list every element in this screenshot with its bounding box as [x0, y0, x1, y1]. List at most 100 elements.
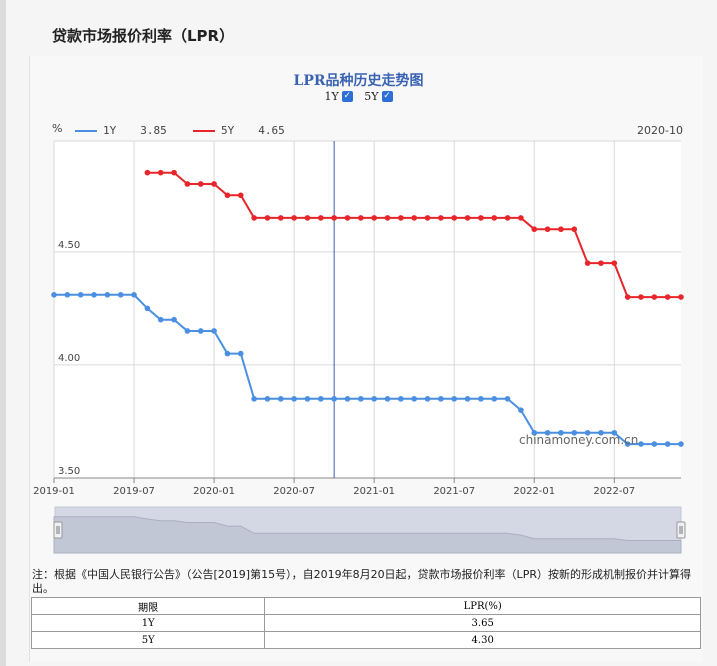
data-point-1y[interactable]	[331, 396, 337, 402]
data-point-5y[interactable]	[331, 215, 337, 221]
legend-item-1y[interactable]: 1Y 3.85	[75, 124, 167, 137]
data-point-1y[interactable]	[411, 396, 417, 402]
data-point-1y[interactable]	[171, 316, 177, 323]
data-point-1y[interactable]	[237, 350, 244, 357]
data-point-1y[interactable]	[224, 350, 231, 357]
data-point-1y[interactable]	[451, 396, 458, 402]
data-point-1y[interactable]	[197, 328, 204, 334]
data-point-1y[interactable]	[358, 396, 364, 402]
data-point-1y[interactable]	[624, 441, 631, 447]
data-point-1y[interactable]	[144, 305, 151, 312]
data-point-5y[interactable]	[611, 260, 618, 266]
data-point-5y[interactable]	[171, 169, 177, 176]
data-point-5y[interactable]	[451, 215, 458, 221]
data-point-5y[interactable]	[664, 294, 671, 300]
data-point-5y[interactable]	[157, 169, 164, 176]
data-point-1y[interactable]	[398, 396, 404, 402]
data-point-1y[interactable]	[491, 396, 498, 402]
data-point-5y[interactable]	[344, 215, 351, 221]
data-point-1y[interactable]	[504, 396, 511, 402]
data-point-5y[interactable]	[237, 192, 244, 199]
navigator-handle-right[interactable]	[676, 521, 686, 539]
data-point-1y[interactable]	[104, 291, 111, 298]
data-point-1y[interactable]	[64, 291, 71, 298]
data-point-1y[interactable]	[611, 429, 618, 436]
data-point-5y[interactable]	[598, 260, 604, 266]
data-point-1y[interactable]	[264, 396, 271, 402]
data-point-5y[interactable]	[651, 294, 658, 300]
data-point-1y[interactable]	[478, 396, 484, 402]
data-point-5y[interactable]	[464, 215, 471, 221]
data-point-1y[interactable]	[438, 396, 444, 402]
data-point-1y[interactable]	[571, 429, 578, 436]
data-point-5y[interactable]	[318, 215, 324, 221]
data-point-1y[interactable]	[51, 291, 57, 298]
data-point-5y[interactable]	[211, 181, 217, 187]
data-point-1y[interactable]	[157, 316, 164, 323]
data-point-5y[interactable]	[478, 215, 484, 221]
data-point-1y[interactable]	[304, 396, 311, 402]
data-point-5y[interactable]	[678, 294, 684, 300]
data-point-5y[interactable]	[491, 215, 498, 221]
data-point-5y[interactable]	[424, 215, 431, 221]
navigator-handle-left[interactable]	[53, 521, 63, 539]
data-point-1y[interactable]	[77, 291, 84, 298]
toggle-5y-label: 5Y	[364, 90, 379, 103]
data-point-1y[interactable]	[424, 396, 431, 402]
data-point-5y[interactable]	[224, 192, 231, 199]
data-point-1y[interactable]	[318, 396, 324, 402]
data-point-1y[interactable]	[384, 396, 391, 402]
data-point-5y[interactable]	[304, 215, 311, 221]
data-point-1y[interactable]	[558, 429, 564, 436]
data-point-5y[interactable]	[544, 226, 551, 233]
data-point-1y[interactable]	[91, 291, 97, 298]
data-point-5y[interactable]	[144, 169, 151, 176]
data-point-1y[interactable]	[251, 396, 257, 402]
data-point-5y[interactable]	[504, 215, 511, 221]
data-point-1y[interactable]	[117, 291, 124, 298]
data-point-1y[interactable]	[638, 441, 644, 447]
data-point-1y[interactable]	[664, 441, 671, 447]
data-point-5y[interactable]	[638, 294, 644, 300]
data-point-1y[interactable]	[344, 396, 351, 402]
data-point-5y[interactable]	[197, 181, 204, 187]
data-point-5y[interactable]	[277, 215, 284, 221]
data-point-5y[interactable]	[584, 260, 591, 266]
data-point-1y[interactable]	[544, 429, 551, 436]
data-point-1y[interactable]	[584, 429, 591, 436]
data-point-1y[interactable]	[464, 396, 471, 402]
checkbox-1y-icon[interactable]: ✓	[341, 91, 353, 102]
data-point-5y[interactable]	[264, 215, 271, 221]
data-point-5y[interactable]	[251, 215, 257, 221]
checkbox-5y-icon[interactable]: ✓	[381, 91, 393, 102]
toggle-5y[interactable]: 5Y ✓	[364, 90, 393, 103]
data-point-5y[interactable]	[438, 215, 444, 221]
data-point-1y[interactable]	[371, 396, 377, 402]
toggle-1y[interactable]: 1Y ✓	[324, 90, 353, 103]
data-point-1y[interactable]	[678, 441, 684, 447]
data-point-5y[interactable]	[531, 226, 538, 233]
data-point-5y[interactable]	[411, 215, 417, 221]
data-point-5y[interactable]	[518, 215, 524, 221]
data-point-1y[interactable]	[291, 396, 297, 402]
data-point-5y[interactable]	[624, 294, 631, 300]
legend-item-5y[interactable]: 5Y 4.65	[193, 124, 285, 137]
data-point-5y[interactable]	[571, 226, 578, 233]
data-point-1y[interactable]	[277, 396, 284, 402]
data-point-1y[interactable]	[131, 291, 137, 298]
data-point-5y[interactable]	[291, 215, 297, 221]
data-point-1y[interactable]	[598, 429, 604, 436]
data-point-5y[interactable]	[398, 215, 404, 221]
data-point-1y[interactable]	[184, 328, 191, 334]
data-point-5y[interactable]	[358, 215, 364, 221]
data-point-1y[interactable]	[211, 328, 217, 334]
data-point-1y[interactable]	[518, 407, 524, 413]
data-point-5y[interactable]	[558, 226, 564, 233]
legend-swatch-1y	[75, 129, 97, 132]
data-point-1y[interactable]	[531, 429, 538, 436]
data-point-1y[interactable]	[651, 441, 658, 447]
data-point-5y[interactable]	[384, 215, 391, 221]
data-point-5y[interactable]	[184, 181, 191, 187]
data-point-5y[interactable]	[371, 215, 377, 221]
